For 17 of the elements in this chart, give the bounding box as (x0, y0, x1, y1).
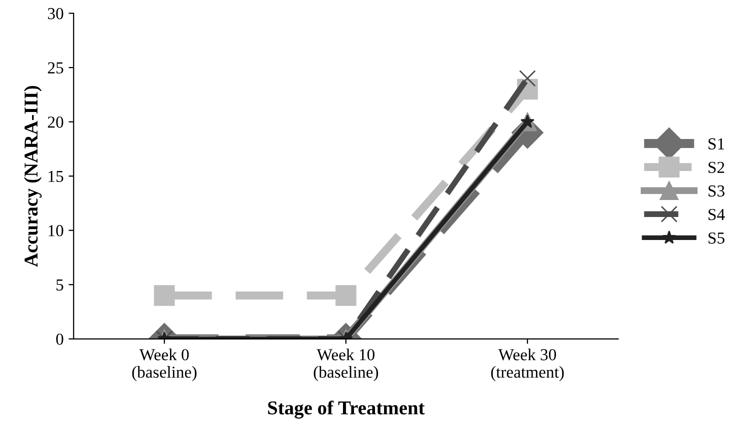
x-tick-label: Week 0 (baseline) (132, 348, 196, 382)
x-tick-label: Week 10 (baseline) (314, 348, 378, 382)
x-tick-label: Week 30 (treatment) (491, 348, 564, 382)
legend-label: S4 (708, 208, 725, 220)
y-tick-label: 0 (56, 334, 64, 345)
legend-label: S1 (708, 138, 724, 150)
y-tick-label: 10 (48, 225, 64, 236)
y-tick-label: 5 (56, 279, 64, 291)
y-tick-label: 15 (48, 170, 64, 182)
legend-label: S2 (708, 162, 724, 174)
y-tick-label: 30 (48, 8, 64, 20)
legend-label: S3 (708, 185, 724, 197)
y-axis-title: Accuracy (NARA-III) (24, 86, 42, 267)
x-axis-title: Stage of Treatment (268, 400, 425, 419)
y-tick-label: 20 (48, 116, 64, 128)
legend-label: S5 (708, 232, 724, 244)
y-tick-label: 25 (48, 62, 64, 74)
